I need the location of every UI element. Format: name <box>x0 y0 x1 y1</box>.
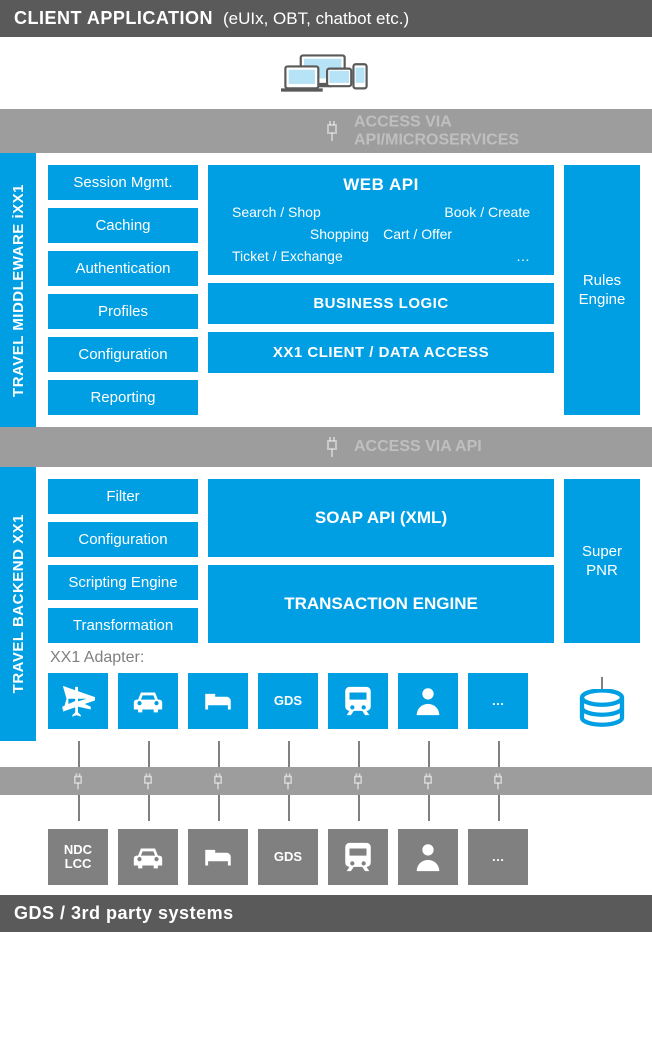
devices-icon <box>281 50 371 96</box>
middleware-mid-col: WEB API Search / ShopBook / CreateShoppi… <box>208 165 554 415</box>
super-pnr-block: Super PNR <box>564 479 640 643</box>
be-left-block: Configuration <box>48 522 198 557</box>
ext-tile-ext-gds: GDS <box>258 829 318 885</box>
client-devices <box>0 37 652 109</box>
soap-api-label: SOAP API (XML) <box>315 508 447 528</box>
business-logic-label: BUSINESS LOGIC <box>313 295 448 312</box>
ext-tile-person-icon <box>398 829 458 885</box>
ext-tile-bed-icon <box>188 829 248 885</box>
mw-left-block: Profiles <box>48 294 198 329</box>
ext-tile-train-icon <box>328 829 388 885</box>
divider-api: ACCESS VIA API <box>0 427 652 467</box>
rules-engine-block: Rules Engine <box>564 165 640 415</box>
ext-tile-ext-ndc-lcc: NDCLCC <box>48 829 108 885</box>
mw-left-block: Reporting <box>48 380 198 415</box>
adapter-tile-car-icon <box>118 673 178 729</box>
backend-right-col: Super PNR <box>564 479 640 643</box>
divider-external <box>0 767 652 795</box>
middleware-tab-label: TRAVEL MIDDLEWARE iXX1 <box>10 184 27 397</box>
mw-left-block: Session Mgmt. <box>48 165 198 200</box>
plug-icon <box>318 117 346 145</box>
divider-api-microservices: ACCESS VIA API/MICROSERVICES <box>0 109 652 153</box>
web-api-title: WEB API <box>224 175 538 195</box>
adapter-tile-person-icon <box>398 673 458 729</box>
be-left-block: Scripting Engine <box>48 565 198 600</box>
connectors-area <box>0 741 652 821</box>
database-icon <box>578 689 626 729</box>
middleware-section: TRAVEL MIDDLEWARE iXX1 Session Mgmt. Cach… <box>0 153 652 427</box>
mw-left-block: Authentication <box>48 251 198 286</box>
webapi-row: ShoppingCart / Offer <box>224 223 538 245</box>
backend-mid-col: SOAP API (XML) TRANSACTION ENGINE <box>208 479 554 643</box>
be-left-block: Transformation <box>48 608 198 643</box>
mw-left-block: Configuration <box>48 337 198 372</box>
header-subtitle: (eUIx, OBT, chatbot etc.) <box>223 9 409 29</box>
header-title: CLIENT APPLICATION <box>14 8 213 29</box>
backend-section: TRAVEL BACKEND XX1 Filter Configuration Sc… <box>0 467 652 741</box>
rules-label: Rules <box>583 271 621 291</box>
adapter-tile-adapter-…: … <box>468 673 528 729</box>
middleware-left-col: Session Mgmt. Caching Authentication Profil… <box>48 165 198 415</box>
middleware-right-col: Rules Engine <box>564 165 640 415</box>
adapter-row: GDS … <box>48 673 554 729</box>
external-systems-row: NDCLCC GDS … <box>0 821 652 895</box>
data-access-label: XX1 CLIENT / DATA ACCESS <box>273 344 489 361</box>
db-connector-line <box>601 677 603 689</box>
ext-tile-ext-…: … <box>468 829 528 885</box>
engine-label: Engine <box>579 290 626 310</box>
business-logic-block: BUSINESS LOGIC <box>208 283 554 324</box>
transaction-engine-label: TRANSACTION ENGINE <box>284 594 478 614</box>
backend-tab: TRAVEL BACKEND XX1 <box>0 467 36 741</box>
pnr-label: PNR <box>586 561 618 581</box>
mw-left-block: Caching <box>48 208 198 243</box>
divider1-text2: API/MICROSERVICES <box>354 131 519 149</box>
transaction-engine-block: TRANSACTION ENGINE <box>208 565 554 643</box>
footer-title: GDS / 3rd party systems <box>14 903 234 924</box>
adapter-tile-train-icon <box>328 673 388 729</box>
divider2-text: ACCESS VIA API <box>354 438 482 456</box>
plug-icon <box>318 433 346 461</box>
adapter-tile-plane-icon <box>48 673 108 729</box>
ext-tile-car-icon <box>118 829 178 885</box>
webapi-row: Search / ShopBook / Create <box>224 201 538 223</box>
data-access-block: XX1 CLIENT / DATA ACCESS <box>208 332 554 373</box>
middleware-tab: TRAVEL MIDDLEWARE iXX1 <box>0 153 36 427</box>
header-bar: CLIENT APPLICATION (eUIx, OBT, chatbot e… <box>0 0 652 37</box>
backend-tab-label: TRAVEL BACKEND XX1 <box>10 514 27 693</box>
adapter-label: XX1 Adapter: <box>50 649 640 667</box>
be-left-block: Filter <box>48 479 198 514</box>
soap-api-block: SOAP API (XML) <box>208 479 554 557</box>
database-col <box>564 673 640 729</box>
footer-bar: GDS / 3rd party systems <box>0 895 652 932</box>
web-api-block: WEB API Search / ShopBook / CreateShoppi… <box>208 165 554 275</box>
backend-left-col: Filter Configuration Scripting Engine Trans… <box>48 479 198 643</box>
webapi-row: Ticket / Exchange… <box>224 245 538 267</box>
super-label: Super <box>582 542 622 562</box>
divider1-text1: ACCESS VIA <box>354 113 519 131</box>
adapter-tile-bed-icon <box>188 673 248 729</box>
adapter-tile-adapter-gds: GDS <box>258 673 318 729</box>
